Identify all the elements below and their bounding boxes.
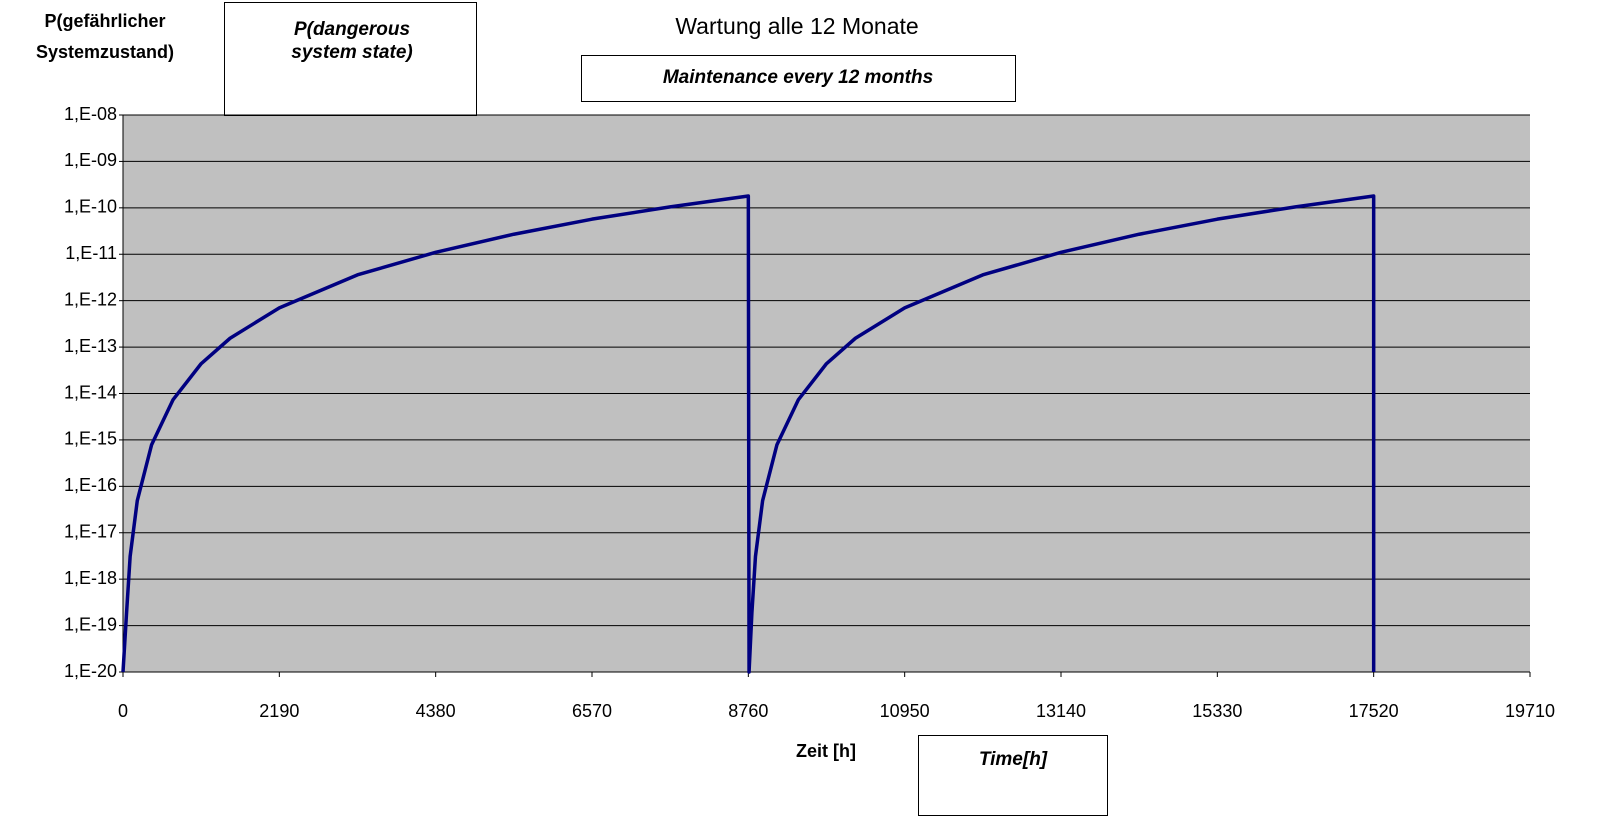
annotation-box [224, 2, 477, 116]
annotation: Time[h] [979, 749, 1048, 770]
y-axis-label: P(gefährlicher [44, 11, 165, 31]
y-tick-label: 1,E-11 [65, 243, 117, 263]
x-tick-label: 8760 [728, 701, 768, 721]
y-tick-label: 1,E-09 [64, 150, 117, 170]
annotation: Maintenance every 12 months [663, 67, 933, 88]
y-tick-label: 1,E-12 [64, 289, 117, 309]
y-tick-label: 1,E-16 [64, 475, 117, 495]
x-axis-label: Zeit [h] [796, 741, 856, 761]
y-tick-label: 1,E-08 [64, 104, 117, 124]
x-tick-label: 10950 [880, 701, 930, 721]
annotation-box [581, 55, 1016, 102]
data-line [121, 194, 1376, 674]
x-tick-label: 19710 [1505, 701, 1555, 721]
y-tick-label: 1,E-15 [64, 429, 117, 449]
annotation: P(dangerous [294, 19, 410, 40]
x-tick-label: 2190 [259, 701, 299, 721]
y-tick-label: 1,E-14 [64, 382, 117, 402]
y-tick-label: 1,E-19 [64, 614, 117, 634]
x-tick-label: 17520 [1349, 701, 1399, 721]
y-axis-label: Systemzustand) [36, 42, 174, 62]
x-tick-label: 15330 [1192, 701, 1242, 721]
y-tick-label: 1,E-17 [64, 522, 117, 542]
x-tick-label: 4380 [416, 701, 456, 721]
y-tick-label: 1,E-13 [64, 336, 117, 356]
chart-title: Wartung alle 12 Monate [675, 13, 918, 39]
x-tick-label: 0 [118, 701, 128, 721]
x-tick-label: 13140 [1036, 701, 1086, 721]
annotation: system state) [291, 42, 412, 63]
y-tick-label: 1,E-10 [64, 197, 117, 217]
y-tick-label: 1,E-20 [64, 661, 117, 681]
x-tick-label: 6570 [572, 701, 612, 721]
annotation-box [918, 735, 1108, 816]
y-tick-label: 1,E-18 [64, 568, 117, 588]
